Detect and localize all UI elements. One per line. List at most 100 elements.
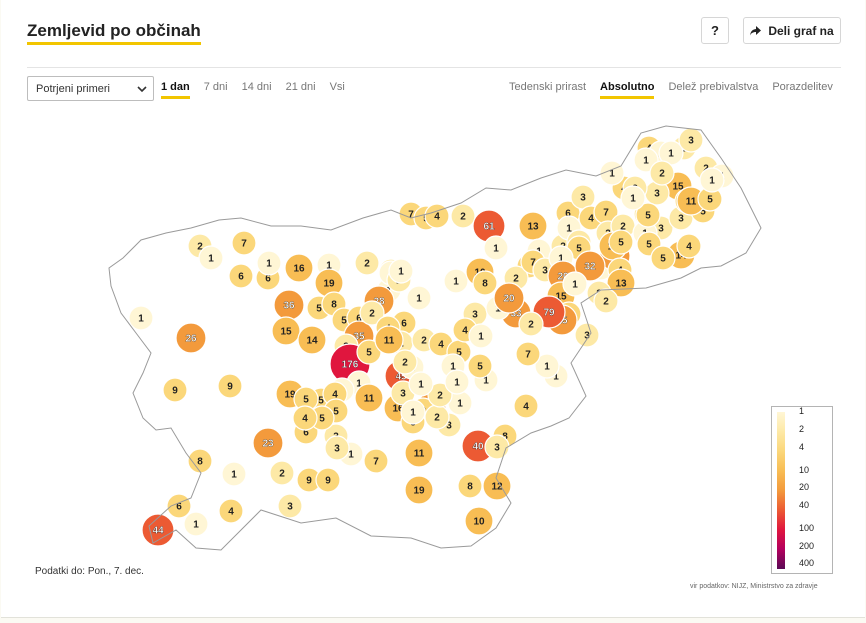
municipality-area[interactable] bbox=[183, 511, 209, 537]
municipality-area[interactable] bbox=[256, 250, 282, 276]
tab-7-dni[interactable]: 7 dni bbox=[203, 81, 228, 93]
municipality-value: 1 bbox=[138, 314, 144, 325]
municipality-area[interactable] bbox=[593, 288, 619, 314]
municipality-value: 1 bbox=[266, 259, 272, 270]
municipality-map[interactable]: 2716611611922112112636155852866143532241… bbox=[101, 118, 771, 558]
legend-tick: 400 bbox=[799, 558, 815, 568]
legend-tick: 200 bbox=[799, 541, 815, 551]
municipality-area[interactable] bbox=[562, 271, 588, 297]
municipality-value: 5 bbox=[700, 207, 706, 218]
municipality-area[interactable] bbox=[406, 285, 432, 311]
municipality-area[interactable] bbox=[252, 427, 284, 459]
municipality-area[interactable] bbox=[388, 258, 414, 284]
tab-vsi[interactable]: Vsi bbox=[329, 81, 345, 93]
tab-porazdelitev[interactable]: Porazdelitev bbox=[772, 81, 833, 93]
municipality-area[interactable] bbox=[443, 268, 469, 294]
municipality-area[interactable] bbox=[534, 353, 560, 379]
tab-14-dni[interactable]: 14 dni bbox=[241, 81, 272, 93]
municipality-area[interactable] bbox=[457, 473, 483, 499]
municipality-area[interactable] bbox=[277, 493, 303, 519]
municipality-area[interactable] bbox=[574, 322, 600, 348]
tab-tedenski-prirast[interactable]: Tedenski prirast bbox=[509, 81, 587, 93]
help-button[interactable]: ? bbox=[701, 17, 729, 44]
municipality-value: 1 bbox=[410, 408, 416, 419]
municipality-value: 5 bbox=[319, 414, 325, 425]
municipality-value: 2 bbox=[659, 169, 665, 180]
municipality-area[interactable] bbox=[493, 282, 525, 314]
municipality-area[interactable] bbox=[315, 467, 341, 493]
municipality-area[interactable] bbox=[198, 245, 224, 271]
municipality-area[interactable] bbox=[292, 405, 318, 431]
municipality-value: 19 bbox=[413, 486, 425, 497]
municipality-area[interactable] bbox=[218, 498, 244, 524]
municipality-value: 5 bbox=[645, 211, 651, 222]
municipality-area[interactable] bbox=[574, 250, 606, 282]
tab-1-dan[interactable]: 1 dan bbox=[161, 81, 190, 99]
municipality-area[interactable] bbox=[444, 369, 470, 395]
municipality-area[interactable] bbox=[482, 471, 512, 501]
municipality-area[interactable] bbox=[678, 127, 704, 153]
metric-select[interactable]: Potrjeni primeri bbox=[27, 76, 154, 101]
municipality-value: 3 bbox=[472, 310, 478, 321]
municipality-value: 9 bbox=[172, 386, 178, 397]
municipality-area[interactable] bbox=[187, 448, 213, 474]
municipality-area[interactable] bbox=[699, 167, 725, 193]
municipality-value: 6 bbox=[303, 428, 309, 439]
municipality-area[interactable] bbox=[608, 229, 634, 255]
municipality-area[interactable] bbox=[620, 185, 646, 211]
municipality-value: 11 bbox=[384, 336, 395, 347]
municipality-value: 4 bbox=[228, 507, 234, 518]
municipality-area[interactable] bbox=[354, 250, 380, 276]
municipality-area[interactable] bbox=[649, 160, 675, 186]
share-button[interactable]: Deli graf na bbox=[743, 17, 841, 44]
municipality-area[interactable] bbox=[515, 341, 541, 367]
municipality-value: 6 bbox=[356, 314, 362, 325]
municipality-area[interactable] bbox=[141, 513, 175, 547]
municipality-value: 8 bbox=[467, 482, 473, 493]
municipality-area[interactable] bbox=[518, 311, 544, 337]
municipality-area[interactable] bbox=[408, 371, 434, 397]
municipality-value: 6 bbox=[265, 274, 271, 285]
municipality-area[interactable] bbox=[392, 349, 418, 375]
municipality-area[interactable] bbox=[450, 203, 476, 229]
municipality-area[interactable] bbox=[424, 203, 450, 229]
municipality-area[interactable] bbox=[484, 434, 510, 460]
municipality-area[interactable] bbox=[354, 383, 384, 413]
municipality-area[interactable] bbox=[162, 377, 188, 403]
municipality-area[interactable] bbox=[635, 202, 661, 228]
municipality-area[interactable] bbox=[363, 448, 389, 474]
municipality-area[interactable] bbox=[427, 382, 453, 408]
municipality-area[interactable] bbox=[297, 325, 327, 355]
tab-absolutno[interactable]: Absolutno bbox=[600, 81, 655, 99]
municipality-area[interactable] bbox=[513, 393, 539, 419]
municipality-area[interactable] bbox=[128, 305, 154, 331]
municipality-area[interactable] bbox=[468, 323, 494, 349]
municipality-area[interactable] bbox=[483, 235, 509, 261]
municipality-area[interactable] bbox=[231, 230, 257, 256]
municipality-area[interactable] bbox=[404, 438, 434, 468]
municipality-area[interactable] bbox=[404, 475, 434, 505]
municipality-area[interactable] bbox=[472, 270, 498, 296]
municipality-area[interactable] bbox=[175, 322, 207, 354]
municipality-area[interactable] bbox=[359, 300, 385, 326]
municipality-area[interactable] bbox=[228, 263, 254, 289]
data-date: Podatki do: Pon., 7. dec. bbox=[35, 566, 144, 577]
municipality-area[interactable] bbox=[606, 268, 636, 298]
municipality-area[interactable] bbox=[284, 253, 314, 283]
municipality-area[interactable] bbox=[374, 325, 404, 355]
municipality-area[interactable] bbox=[650, 245, 676, 271]
municipality-area[interactable] bbox=[269, 460, 295, 486]
municipality-area[interactable] bbox=[217, 373, 243, 399]
header-divider bbox=[27, 67, 841, 68]
municipality-value: 1 bbox=[572, 280, 578, 291]
tab-21-dni[interactable]: 21 dni bbox=[285, 81, 316, 93]
municipality-area[interactable] bbox=[400, 399, 426, 425]
municipality-area[interactable] bbox=[676, 233, 702, 259]
municipality-area[interactable] bbox=[221, 461, 247, 487]
tab-delez-prebivalstva[interactable]: Delež prebivalstva bbox=[668, 81, 759, 93]
municipality-area[interactable] bbox=[271, 316, 301, 346]
municipality-area[interactable] bbox=[467, 353, 493, 379]
municipality-area[interactable] bbox=[324, 435, 350, 461]
municipality-value: 19 bbox=[323, 279, 335, 290]
municipality-area[interactable] bbox=[464, 506, 494, 536]
